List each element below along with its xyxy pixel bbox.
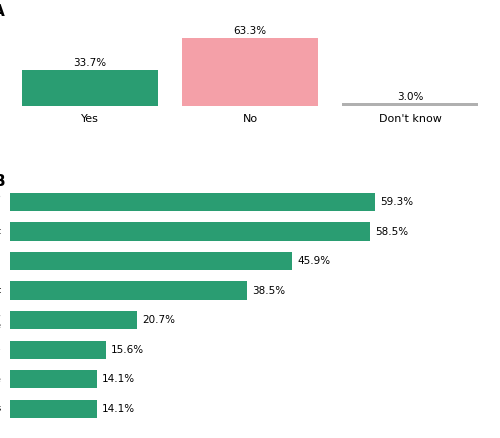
Text: 38.5%: 38.5% <box>252 286 285 296</box>
Text: 3.0%: 3.0% <box>397 92 423 102</box>
Bar <box>10 311 138 329</box>
Bar <box>10 399 97 418</box>
Text: 45.9%: 45.9% <box>298 256 330 266</box>
Bar <box>182 38 318 106</box>
Text: 58.5%: 58.5% <box>375 226 408 237</box>
Bar <box>22 70 158 106</box>
Bar <box>10 252 292 270</box>
Bar <box>10 370 97 389</box>
Text: 33.7%: 33.7% <box>74 58 106 68</box>
Text: 20.7%: 20.7% <box>142 315 176 325</box>
Bar <box>10 223 370 241</box>
Text: 63.3%: 63.3% <box>234 26 266 36</box>
Text: 15.6%: 15.6% <box>111 345 144 355</box>
Bar <box>10 282 247 300</box>
Text: 14.1%: 14.1% <box>102 374 135 384</box>
Text: 59.3%: 59.3% <box>380 197 413 207</box>
Text: 14.1%: 14.1% <box>102 404 135 414</box>
Bar <box>10 341 106 359</box>
Bar <box>342 103 478 106</box>
Text: A: A <box>0 4 5 19</box>
Text: B: B <box>0 174 5 189</box>
Bar <box>10 193 375 211</box>
